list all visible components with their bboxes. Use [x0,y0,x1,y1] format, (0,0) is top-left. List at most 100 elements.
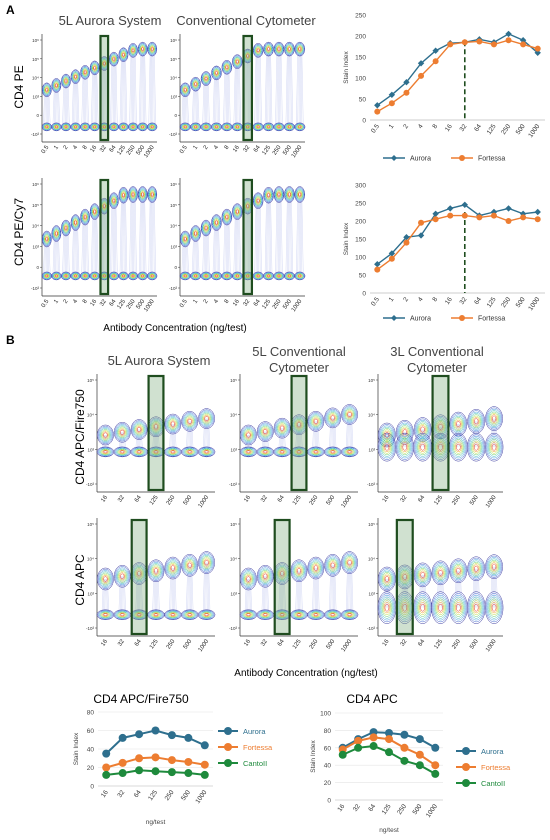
contour-ring [83,125,87,129]
contour-stem [202,418,205,452]
contour-ring [53,81,60,90]
contour-ring [452,415,465,433]
contour-stem [124,195,126,276]
contour-ring [150,125,154,129]
contour-ring [118,186,129,204]
contour-ring [71,215,80,230]
contour-ring [62,76,70,86]
contour-ring [110,53,118,65]
x-axis-label: ng/test [379,827,399,834]
contour-ring [193,229,199,238]
contour-ring [276,45,282,53]
contour-ring [255,47,261,54]
contour-ring [187,613,192,617]
contour-ring [254,273,262,279]
contour-ring [246,274,250,278]
contour-ring [343,407,356,422]
contour-ring [284,187,295,202]
contour-stem [227,67,230,127]
contour-ring [223,62,231,73]
highlight-box [395,518,414,636]
x-tick-label: 64 [134,638,143,647]
contour-ring [148,273,156,279]
contour-ring [343,448,356,456]
x-tick-label: 500 [136,144,147,156]
contour-ring [80,272,90,280]
data-point [118,769,127,778]
contour-ring [82,68,88,76]
contour-ring [147,271,158,281]
y-tick-label: -10³ [86,626,95,631]
contour-stem [254,200,257,276]
contour-ring [454,565,463,577]
contour-ring [153,566,159,575]
x-tick-label: 64 [367,803,377,813]
contour-ring [433,594,448,621]
contour-ring [224,274,229,278]
contour-ring [147,272,157,280]
contour-stem [491,566,493,608]
contour-ring [110,273,118,279]
y-tick-label: 10⁶ [32,38,39,43]
contour-ring [43,84,51,95]
contour-ring [55,231,58,236]
contour-ring [202,222,210,234]
contour-ring [64,274,68,278]
y-tick-label: -10³ [229,482,238,487]
contour-ring [473,603,479,612]
x-tick-label: 250 [500,123,512,136]
contour-ring [311,561,321,575]
contour-ring [100,611,111,618]
data-point [490,212,497,219]
highlight-box [99,178,110,296]
x-tick-label: 250 [166,638,177,650]
contour-stem [233,61,236,127]
contour-ring [212,216,221,229]
contour-ring [130,124,136,130]
contour-ring [264,44,273,55]
x-tick-label: 125 [486,123,498,136]
contour-ring [451,561,466,581]
y-tick-label: 0 [174,265,177,270]
contour-ring [98,447,113,457]
contour-ring [201,611,212,618]
y-tick-label: 150 [355,237,366,244]
contour-ring [486,555,502,578]
contour-ring [224,125,229,129]
contour-ring [265,190,272,200]
y-tick-label: -10³ [169,132,178,137]
contour-ring [330,450,335,454]
y-tick-label: 10⁵ [32,203,39,208]
series-line [376,33,539,106]
contour-ring [456,443,461,451]
contour-ring [202,123,210,130]
contour-ring [232,123,243,131]
contour-ring [45,125,49,129]
x-tick-label: 125 [116,298,127,310]
contour-ring [213,273,220,279]
contour-ring [224,124,230,129]
contour-ring [197,446,216,458]
contour-ring [147,122,158,132]
contour-stem [287,194,289,276]
contour-ring [261,426,270,437]
y-tick-label: 10³ [368,447,375,452]
contour-ring [203,558,210,567]
x-tick-label: 32 [400,494,409,503]
contour-stem [250,579,253,615]
x-tick-label: 2 [402,296,410,303]
contour-ring [119,123,128,131]
contour-ring [297,274,302,278]
contour-ring [346,449,353,454]
contour-ring [380,426,393,444]
y-tick-label: 250 [355,201,366,208]
contour-ring [384,603,390,612]
contour-ring [417,598,428,617]
contour-ring [326,448,339,456]
contour-ring [165,447,181,457]
contour-ring [327,412,338,424]
contour-ring [165,610,180,619]
contour-ring [242,428,255,442]
contour-ring [97,567,114,591]
